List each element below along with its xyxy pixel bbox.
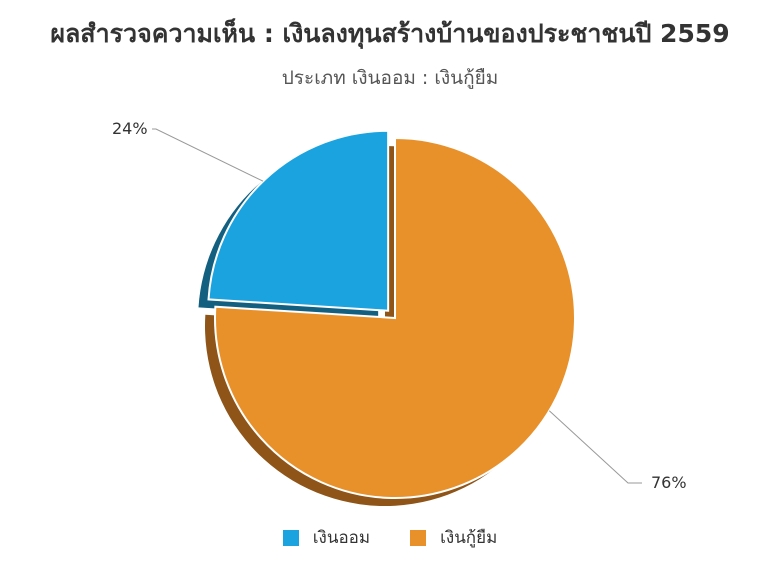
legend-swatch-loans (410, 529, 427, 546)
leader-line-savings (152, 128, 264, 182)
legend-label-savings: เงินออม (312, 528, 371, 548)
legend-item-loans[interactable]: เงินกู้ยืม (410, 524, 497, 551)
pie-slice-loans[interactable] (214, 136, 576, 499)
data-label-savings: 24% (112, 119, 148, 138)
legend-label-loans: เงินกู้ยืม (440, 528, 498, 548)
chart-subtitle: ประเภท เงินออม : เงินกู้ยืม (281, 67, 499, 89)
pie-slice-savings[interactable] (207, 129, 390, 312)
leader-line-loans (548, 410, 642, 484)
chart-legend: เงินออม เงินกู้ยืม (0, 524, 780, 551)
legend-swatch-savings (282, 529, 299, 546)
chart-title: ผลสำรวจความเห็น : เงินลงทุนสร้างบ้านของป… (50, 19, 730, 48)
data-label-loans: 76% (651, 473, 687, 492)
legend-item-savings[interactable]: เงินออม (282, 524, 371, 551)
